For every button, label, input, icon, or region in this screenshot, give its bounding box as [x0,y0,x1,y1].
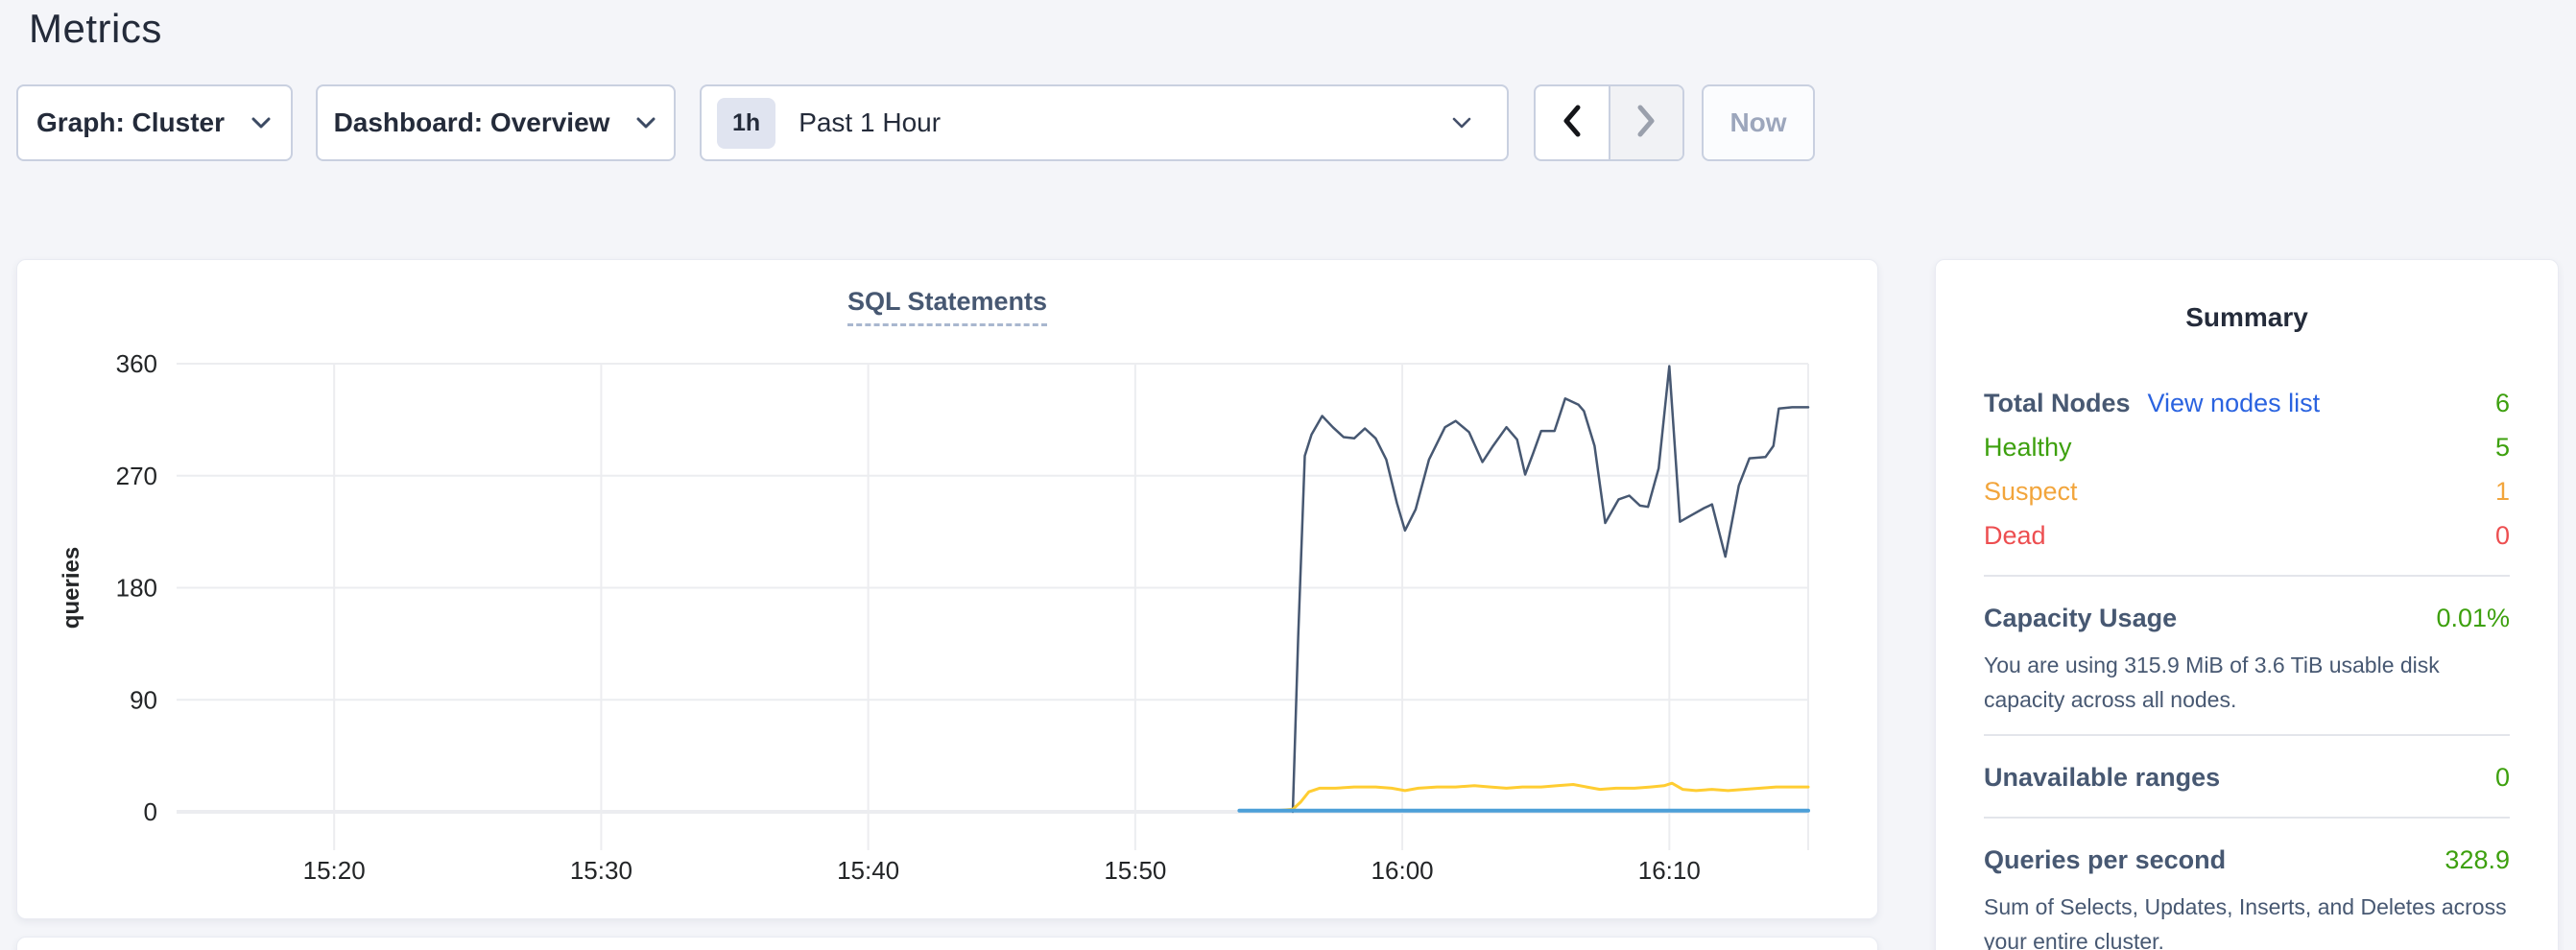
capacity-usage-label: Capacity Usage [1984,603,2178,632]
summary-title: Summary [2185,302,2308,332]
svg-text:0: 0 [144,797,157,826]
suspect-value: 1 [2494,476,2510,506]
unavailable-ranges-value: 0 [2494,762,2510,792]
dead-nodes-row: Dead 0 [1984,513,2510,558]
total-nodes-row: Total Nodes View nodes list 6 [1984,381,2510,425]
unavailable-ranges-row: Unavailable ranges 0 [1984,755,2510,799]
svg-text:270: 270 [116,462,157,490]
healthy-nodes-row: Healthy 5 [1984,425,2510,469]
chart-title[interactable]: SQL Statements [847,287,1048,326]
svg-text:15:20: 15:20 [303,856,366,885]
dead-value: 0 [2494,520,2510,550]
svg-text:15:50: 15:50 [1104,856,1166,885]
capacity-usage-value: 0.01% [2436,603,2510,632]
svg-text:360: 360 [116,349,157,378]
time-range-selector[interactable]: 1h Past 1 Hour [700,84,1509,161]
sql-statements-chart[interactable]: 0 90 180 270 360 15:20 15:30 15:40 15:50 16:00 16:… [17,260,1879,920]
svg-text:180: 180 [116,574,157,603]
healthy-label: Healthy [1984,432,2072,462]
now-button-label: Now [1729,107,1787,137]
suspect-nodes-row: Suspect 1 [1984,469,2510,513]
queries-per-second-label: Queries per second [1984,844,2227,874]
total-nodes-value: 6 [2494,388,2510,417]
unavailable-ranges-label: Unavailable ranges [1984,762,2221,792]
time-preset-badge: 1h [717,97,776,149]
dead-label: Dead [1984,520,2046,550]
next-chart-panel [16,937,1878,950]
svg-text:queries: queries [59,547,84,629]
healthy-value: 5 [2494,432,2510,462]
svg-text:16:00: 16:00 [1371,856,1434,885]
time-pager [1534,84,1684,161]
svg-text:15:40: 15:40 [837,856,899,885]
graph-dropdown-label: Graph: Cluster [36,107,226,137]
divider [1984,575,2510,577]
svg-text:16:10: 16:10 [1638,856,1701,885]
divider [1984,734,2510,736]
nodes-block: Total Nodes View nodes list 6 Healthy 5 … [1984,381,2510,558]
view-nodes-list-link[interactable]: View nodes list [2147,388,2321,417]
time-range-label: Past 1 Hour [799,107,942,137]
chevron-left-icon [1561,104,1584,143]
sql-statements-panel: SQL Statements 0 90 180 270 360 15:20 15:30 15:… [16,259,1878,919]
now-button[interactable]: Now [1702,84,1815,161]
graph-dropdown[interactable]: Graph: Cluster [16,84,293,161]
dashboard-dropdown[interactable]: Dashboard: Overview [316,84,676,161]
chevron-down-icon [634,115,657,131]
next-time-button[interactable] [1608,86,1682,159]
svg-text:90: 90 [130,685,157,714]
queries-per-second-description: Sum of Selects, Updates, Inserts, and De… [1984,894,2507,950]
toolbar: Graph: Cluster Dashboard: Overview 1h Pa… [0,84,2576,161]
dashboard-dropdown-label: Dashboard: Overview [333,107,610,137]
queries-per-second-row: Queries per second 328.9 [1984,838,2510,882]
summary-panel: Summary Total Nodes View nodes list 6 He… [1935,259,2559,950]
suspect-label: Suspect [1984,476,2078,506]
capacity-usage-row: Capacity Usage 0.01% [1984,596,2510,640]
chevron-down-icon [250,115,273,131]
total-nodes-label: Total Nodes [1984,388,2131,417]
svg-text:15:30: 15:30 [570,856,632,885]
chevron-down-icon [1451,116,1472,131]
divider [1984,817,2510,819]
queries-per-second-value: 328.9 [2445,844,2510,874]
chevron-right-icon [1634,104,1658,143]
capacity-usage-description: You are using 315.9 MiB of 3.6 TiB usabl… [1984,653,2440,712]
prev-time-button[interactable] [1536,86,1609,159]
page-title: Metrics [29,6,162,51]
